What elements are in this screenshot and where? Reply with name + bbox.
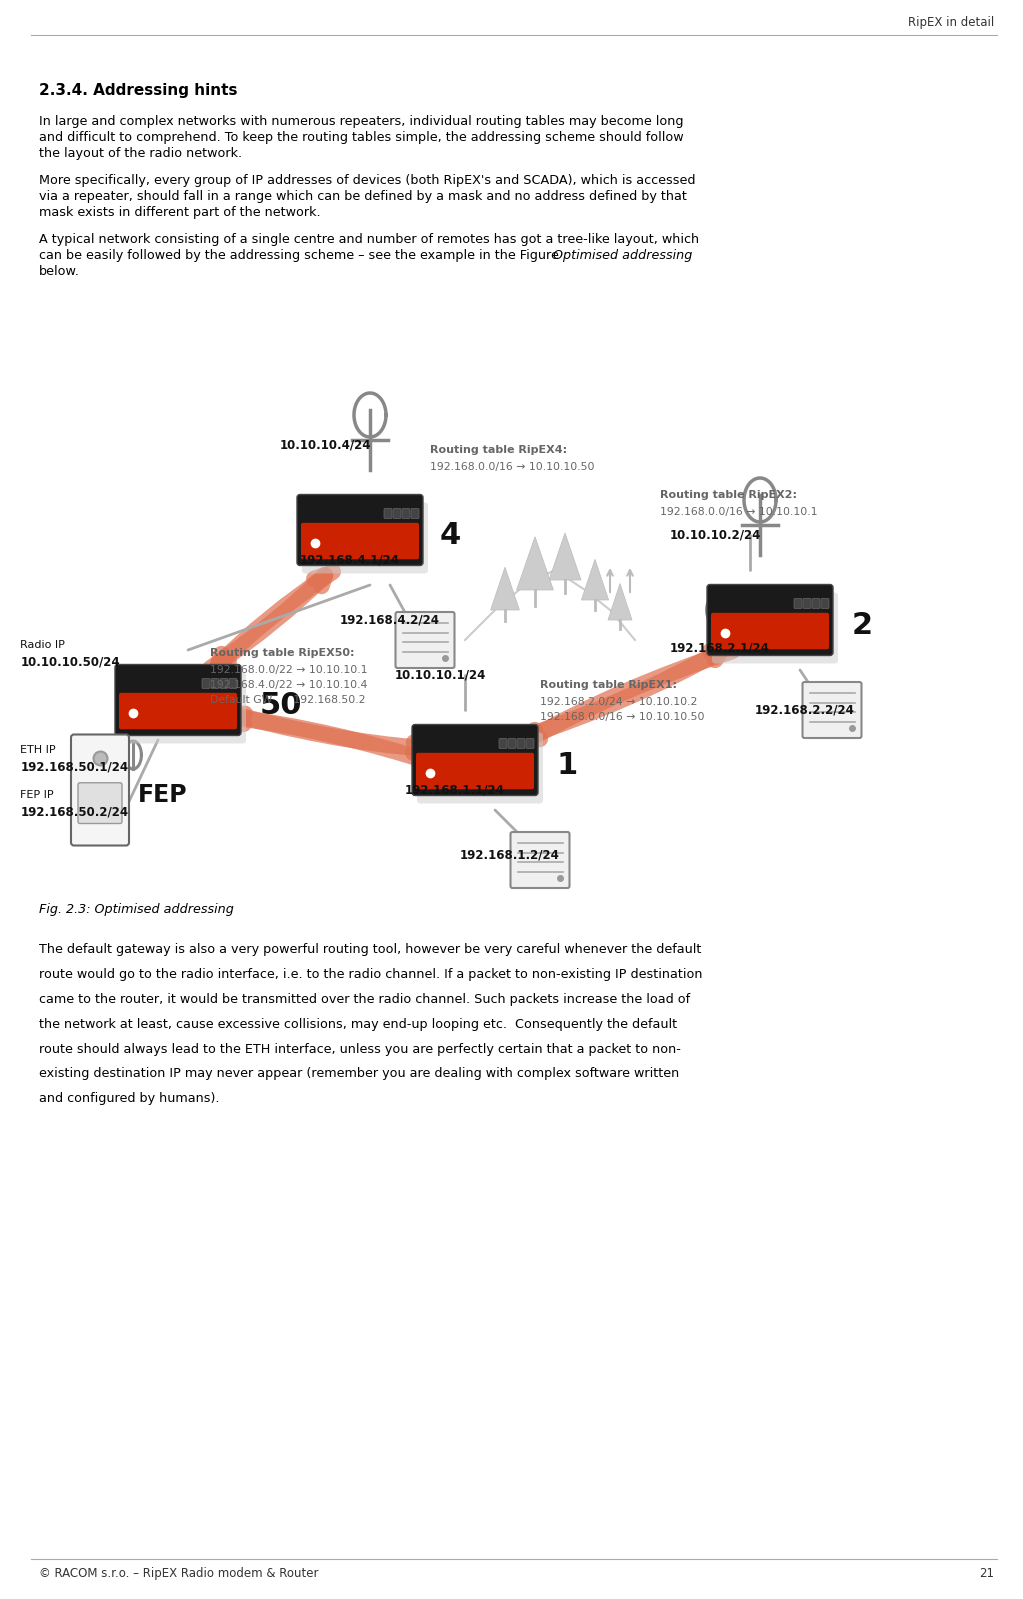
Text: 192.168.50.1/24: 192.168.50.1/24 (20, 761, 129, 774)
FancyBboxPatch shape (393, 508, 401, 518)
Text: 192.168.4.2/24: 192.168.4.2/24 (340, 614, 440, 627)
FancyBboxPatch shape (517, 739, 525, 748)
Text: 10.10.10.4/24: 10.10.10.4/24 (280, 438, 371, 451)
Text: 192.168.4.0/22 → 10.10.10.4: 192.168.4.0/22 → 10.10.10.4 (210, 680, 367, 691)
Text: FEP: FEP (138, 784, 187, 807)
FancyBboxPatch shape (712, 593, 838, 664)
Text: 192.168.0.0/16 → 10.10.10.50: 192.168.0.0/16 → 10.10.10.50 (540, 712, 705, 723)
Polygon shape (608, 584, 632, 620)
Text: Routing table RipEX1:: Routing table RipEX1: (540, 680, 677, 691)
Text: below.: below. (39, 265, 80, 278)
Text: existing destination IP may never appear (remember you are dealing with complex : existing destination IP may never appear… (39, 1068, 679, 1081)
Text: route should always lead to the ETH interface, unless you are perfectly certain : route should always lead to the ETH inte… (39, 1043, 680, 1055)
Text: 50: 50 (260, 691, 303, 720)
FancyBboxPatch shape (119, 692, 237, 729)
Text: 192.168.2.1/24: 192.168.2.1/24 (670, 641, 770, 654)
Text: In large and complex networks with numerous repeaters, individual routing tables: In large and complex networks with numer… (39, 115, 683, 128)
Text: 10.10.10.2/24: 10.10.10.2/24 (670, 529, 761, 542)
FancyBboxPatch shape (707, 585, 833, 656)
Polygon shape (581, 560, 609, 600)
FancyBboxPatch shape (402, 508, 410, 518)
FancyBboxPatch shape (396, 612, 454, 668)
Text: Optimised addressing: Optimised addressing (553, 249, 693, 262)
FancyBboxPatch shape (211, 678, 219, 689)
Text: The default gateway is also a very powerful routing tool, however be very carefu: The default gateway is also a very power… (39, 943, 701, 956)
Text: FEP IP: FEP IP (20, 790, 54, 800)
FancyBboxPatch shape (220, 678, 228, 689)
FancyBboxPatch shape (115, 665, 241, 736)
Text: ETH IP: ETH IP (20, 745, 56, 755)
Text: 1: 1 (557, 750, 578, 779)
FancyBboxPatch shape (510, 831, 570, 887)
Text: 192.168.4.1/24: 192.168.4.1/24 (300, 553, 400, 566)
FancyBboxPatch shape (302, 502, 428, 574)
FancyBboxPatch shape (297, 494, 422, 566)
FancyBboxPatch shape (202, 678, 210, 689)
Text: via a repeater, should fall in a range which can be defined by a mask and no add: via a repeater, should fall in a range w… (39, 190, 686, 203)
Text: Default GW      192.168.50.2: Default GW 192.168.50.2 (210, 696, 365, 705)
Text: RipEX in detail: RipEX in detail (908, 16, 994, 29)
FancyBboxPatch shape (526, 739, 534, 748)
Text: 192.168.2.0/24 → 10.10.10.2: 192.168.2.0/24 → 10.10.10.2 (540, 697, 698, 707)
Text: the network at least, cause excessive collisions, may end-up looping etc.  Conse: the network at least, cause excessive co… (39, 1017, 677, 1031)
FancyBboxPatch shape (417, 732, 543, 804)
Text: A typical network consisting of a single centre and number of remotes has got a : A typical network consisting of a single… (39, 233, 699, 246)
Text: 192.168.1.1/24: 192.168.1.1/24 (405, 784, 505, 796)
Text: 192.168.0.0/16 → 10.10.10.50: 192.168.0.0/16 → 10.10.10.50 (430, 462, 594, 472)
FancyBboxPatch shape (120, 673, 246, 744)
Polygon shape (517, 537, 553, 590)
Text: Fig. 2.3: Optimised addressing: Fig. 2.3: Optimised addressing (39, 903, 233, 916)
FancyBboxPatch shape (821, 598, 829, 609)
Text: the layout of the radio network.: the layout of the radio network. (39, 147, 242, 160)
FancyBboxPatch shape (508, 739, 516, 748)
Text: 192.168.2.2/24: 192.168.2.2/24 (755, 704, 855, 716)
Text: 10.10.10.50/24: 10.10.10.50/24 (20, 656, 120, 668)
FancyBboxPatch shape (384, 508, 392, 518)
Text: More specifically, every group of IP addresses of devices (both RipEX's and SCAD: More specifically, every group of IP add… (39, 174, 696, 187)
Text: 192.168.0.0/16 → 10.10.10.1: 192.168.0.0/16 → 10.10.10.1 (660, 507, 817, 516)
FancyBboxPatch shape (71, 734, 129, 846)
Text: and configured by humans).: and configured by humans). (39, 1092, 219, 1105)
Text: mask exists in different part of the network.: mask exists in different part of the net… (39, 206, 320, 219)
Text: 2.3.4. Addressing hints: 2.3.4. Addressing hints (39, 83, 237, 98)
Text: can be easily followed by the addressing scheme – see the example in the Figure: can be easily followed by the addressing… (39, 249, 563, 262)
FancyBboxPatch shape (711, 612, 829, 649)
FancyBboxPatch shape (803, 598, 811, 609)
Text: Routing table RipEX50:: Routing table RipEX50: (210, 648, 355, 659)
Text: route would go to the radio interface, i.e. to the radio channel. If a packet to: route would go to the radio interface, i… (39, 967, 703, 982)
Text: 192.168.50.2/24: 192.168.50.2/24 (20, 806, 129, 819)
Text: 21: 21 (979, 1567, 994, 1580)
Text: © RACOM s.r.o. – RipEX Radio modem & Router: © RACOM s.r.o. – RipEX Radio modem & Rou… (39, 1567, 318, 1580)
Text: Routing table RipEX2:: Routing table RipEX2: (660, 489, 797, 500)
Text: Routing table RipEX4:: Routing table RipEX4: (430, 445, 567, 456)
Text: 192.168.0.0/22 → 10.10.10.1: 192.168.0.0/22 → 10.10.10.1 (210, 665, 367, 675)
Polygon shape (549, 532, 581, 580)
Text: 10.10.10.1/24: 10.10.10.1/24 (395, 668, 486, 681)
Text: came to the router, it would be transmitted over the radio channel. Such packets: came to the router, it would be transmit… (39, 993, 690, 1006)
Polygon shape (491, 568, 520, 609)
Text: Radio IP: Radio IP (20, 640, 65, 651)
FancyBboxPatch shape (802, 683, 861, 739)
FancyBboxPatch shape (416, 753, 534, 790)
Text: 4: 4 (440, 521, 461, 550)
Text: and difficult to comprehend. To keep the routing tables simple, the addressing s: and difficult to comprehend. To keep the… (39, 131, 683, 144)
FancyBboxPatch shape (412, 724, 538, 795)
Text: 192.168.1.2/24: 192.168.1.2/24 (460, 849, 560, 862)
FancyBboxPatch shape (794, 598, 802, 609)
FancyBboxPatch shape (411, 508, 419, 518)
FancyBboxPatch shape (499, 739, 507, 748)
Text: 2: 2 (852, 611, 873, 640)
FancyBboxPatch shape (229, 678, 237, 689)
FancyBboxPatch shape (78, 784, 122, 823)
FancyBboxPatch shape (812, 598, 820, 609)
FancyBboxPatch shape (301, 523, 419, 560)
